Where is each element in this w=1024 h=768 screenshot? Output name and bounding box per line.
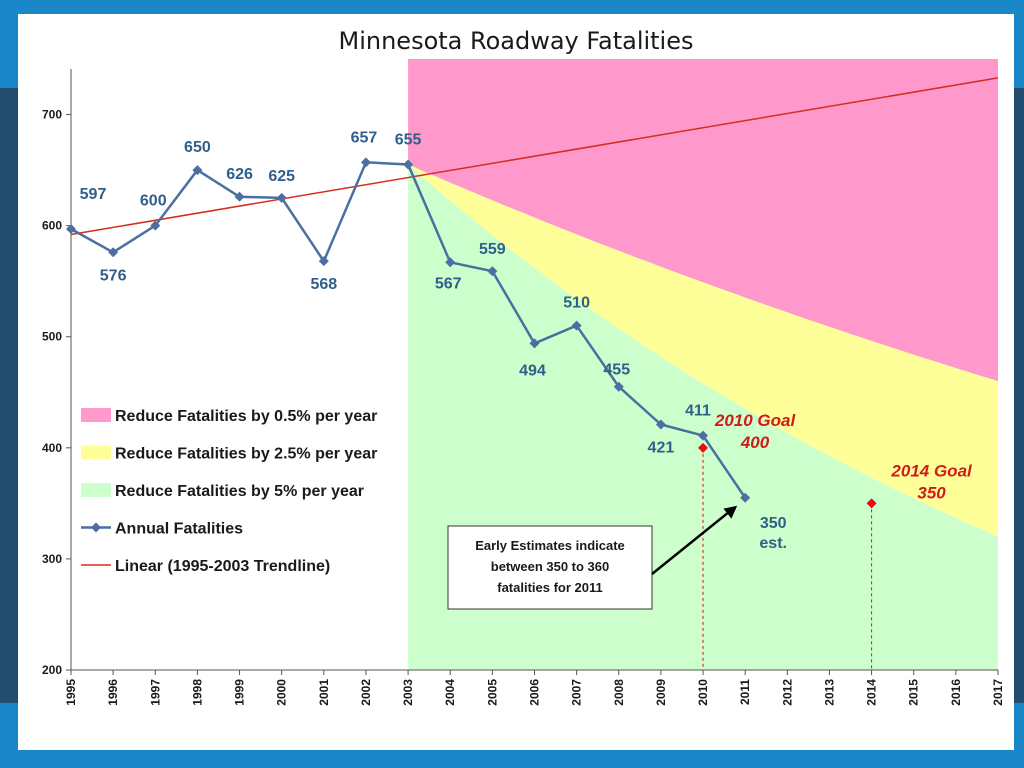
x-tick-label: 2006 bbox=[528, 679, 542, 706]
chart-title: Minnesota Roadway Fatalities bbox=[339, 27, 694, 55]
goal-marker bbox=[866, 498, 877, 509]
data-label: 576 bbox=[100, 267, 127, 284]
annual-fatalities-point bbox=[487, 266, 498, 277]
data-label-est: est. bbox=[759, 535, 787, 552]
x-tick-label: 2015 bbox=[907, 679, 921, 706]
data-label: 494 bbox=[519, 362, 546, 379]
y-tick-label: 600 bbox=[42, 219, 62, 233]
x-tick-label: 2010 bbox=[696, 679, 710, 706]
trendline bbox=[70, 77, 999, 236]
x-tick-label: 2009 bbox=[654, 679, 668, 706]
legend-swatch bbox=[81, 483, 111, 497]
data-label: 568 bbox=[310, 276, 337, 293]
goal-2010-value: 400 bbox=[740, 433, 770, 452]
annual-fatalities-point bbox=[403, 159, 414, 170]
legend-label: Linear (1995-2003 Trendline) bbox=[115, 558, 330, 575]
x-tick-label: 2003 bbox=[401, 679, 415, 706]
data-labels: 597 576 600 650 626 625 568 657 655 567 559 494 510 4… bbox=[80, 129, 787, 551]
legend-swatch bbox=[81, 408, 111, 422]
x-tick-label: 2016 bbox=[949, 679, 963, 706]
data-label: 559 bbox=[479, 241, 506, 258]
annual-fatalities-point bbox=[360, 157, 371, 168]
data-label: 350 bbox=[760, 515, 787, 532]
x-tick-label: 1995 bbox=[64, 679, 78, 706]
data-label: 655 bbox=[395, 132, 422, 149]
annotation-arrow-line bbox=[651, 510, 730, 575]
data-label: 600 bbox=[140, 193, 167, 210]
legend: Reduce Fatalities by 0.5% per year Reduce… bbox=[81, 408, 377, 575]
x-tick-label: 2002 bbox=[359, 679, 373, 706]
data-label: 626 bbox=[226, 166, 253, 183]
annual-fatalities-point bbox=[655, 419, 666, 430]
annotation-text: Early Estimates indicate bbox=[475, 538, 625, 553]
annual-fatalities-point bbox=[698, 430, 709, 441]
annual-fatalities-point bbox=[613, 381, 624, 392]
annotation-text: between 350 to 360 bbox=[491, 559, 610, 574]
data-label: 625 bbox=[268, 168, 295, 185]
x-tick-label: 2005 bbox=[485, 679, 499, 706]
data-label: 455 bbox=[603, 362, 630, 379]
y-tick-label: 700 bbox=[42, 108, 62, 122]
data-label: 597 bbox=[80, 186, 107, 203]
annotation-arrow-head bbox=[723, 505, 738, 519]
annual-fatalities-point bbox=[740, 492, 751, 503]
chart-panel: 200 300 400 500 600 700 1995 1996 1997 1998 1999 20… bbox=[18, 14, 1014, 750]
x-tick-label: 1996 bbox=[106, 679, 120, 706]
annotation-text: fatalities for 2011 bbox=[497, 580, 603, 595]
x-tick-label: 2008 bbox=[612, 679, 626, 706]
goal-marker bbox=[698, 442, 709, 453]
band-reduce-2.5pct bbox=[408, 164, 999, 537]
y-tick-label: 400 bbox=[42, 441, 62, 455]
goal-markers: 2010 Goal 400 2014 Goal 350 bbox=[698, 411, 973, 670]
data-label: 510 bbox=[563, 295, 590, 312]
y-tick-label: 300 bbox=[42, 552, 62, 566]
annual-fatalities-point bbox=[66, 223, 76, 234]
data-label: 421 bbox=[648, 439, 675, 456]
legend-label: Reduce Fatalities by 0.5% per year bbox=[115, 408, 377, 425]
y-tick-label: 200 bbox=[42, 663, 62, 677]
x-tick-label: 1999 bbox=[233, 679, 247, 706]
legend-label: Reduce Fatalities by 5% per year bbox=[115, 483, 364, 500]
annual-fatalities-point bbox=[318, 256, 329, 267]
axes: 200 300 400 500 600 700 1995 1996 1997 1998 1999 20… bbox=[42, 69, 1005, 706]
goal-2014-value: 350 bbox=[917, 483, 946, 502]
chart-svg: 200 300 400 500 600 700 1995 1996 1997 1998 1999 20… bbox=[42, 27, 1005, 706]
legend-swatch bbox=[81, 445, 111, 460]
goal-2010-label: 2010 Goal bbox=[714, 411, 797, 430]
x-tick-label: 2000 bbox=[275, 679, 289, 706]
annual-fatalities-point bbox=[150, 220, 161, 231]
x-tick-label: 2014 bbox=[865, 679, 879, 706]
x-tick-label: 2013 bbox=[822, 679, 836, 706]
x-tick-label: 1997 bbox=[148, 679, 162, 706]
annual-fatalities-point bbox=[571, 320, 582, 331]
annual-fatalities-point bbox=[234, 191, 245, 202]
data-label: 657 bbox=[351, 129, 378, 146]
annual-fatalities-point bbox=[192, 165, 203, 176]
series-lines bbox=[66, 77, 999, 503]
annual-fatalities-point bbox=[276, 192, 287, 203]
x-tick-label: 2017 bbox=[991, 679, 1005, 706]
x-tick-label: 2012 bbox=[780, 679, 794, 706]
annual-fatalities-point bbox=[445, 257, 456, 268]
data-label: 411 bbox=[685, 403, 711, 420]
x-tick-label: 2011 bbox=[738, 679, 752, 705]
x-tick-label: 1998 bbox=[190, 679, 204, 706]
data-label: 650 bbox=[184, 139, 211, 156]
annual-fatalities-point bbox=[108, 247, 119, 258]
legend-label: Reduce Fatalities by 2.5% per year bbox=[115, 446, 377, 463]
legend-label: Annual Fatalities bbox=[115, 521, 243, 538]
annual-fatalities-point bbox=[529, 338, 540, 349]
y-tick-label: 500 bbox=[42, 330, 62, 344]
annotation: Early Estimates indicate between 350 to 3… bbox=[447, 505, 738, 610]
goal-2014-label: 2014 Goal bbox=[890, 461, 973, 480]
annotation-box bbox=[447, 525, 653, 610]
x-tick-label: 2001 bbox=[317, 679, 331, 706]
band-reduce-0.5pct bbox=[408, 59, 998, 382]
x-tick-label: 2007 bbox=[570, 679, 584, 706]
data-label: 567 bbox=[435, 275, 462, 292]
legend-marker bbox=[91, 522, 101, 533]
x-tick-label: 2004 bbox=[443, 679, 457, 706]
